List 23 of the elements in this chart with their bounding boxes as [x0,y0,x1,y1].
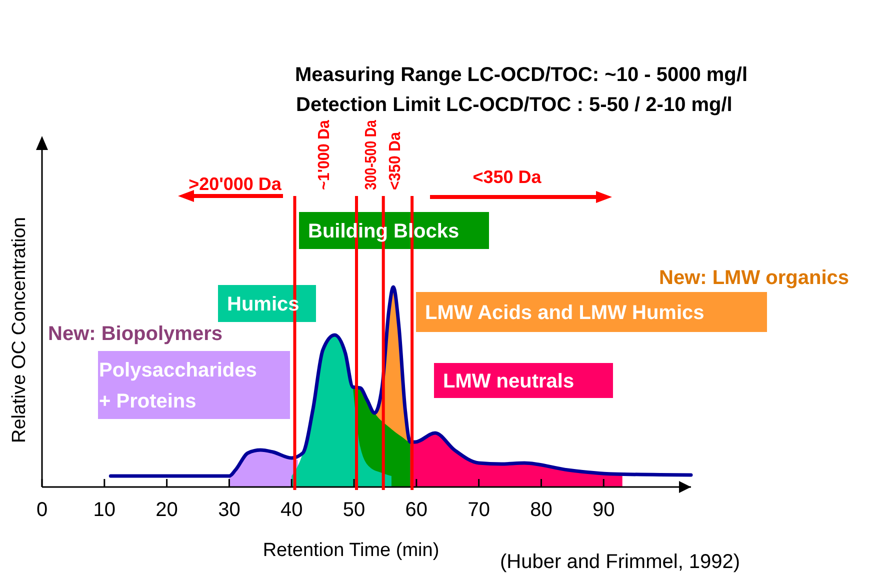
x-tick-label: 0 [36,499,48,521]
x-tick-label: 90 [592,499,615,521]
x-tick-label: 40 [280,499,303,521]
text: ~1'000 Da [316,116,333,190]
text: <350 Da [472,167,542,187]
x-tick-label: 60 [405,499,428,521]
x-tick-label: 20 [156,499,178,521]
text: >20'000 Da [188,174,282,194]
text: LMW neutrals [443,370,574,392]
annotation: New: Biopolymers [48,323,222,345]
x-tick-label: 80 [530,499,552,521]
x-tick-label: 50 [342,499,366,521]
series-label: LMW Acids and LMW Humics [425,302,704,324]
annotation: New: LMW organics [659,267,850,289]
series-label: Polysaccharides + Proteins [99,360,257,412]
y-axis-title: Relative OC Concentration [9,217,30,443]
x-tick-label: 10 [93,499,116,521]
x-tick-label: 70 [468,499,490,521]
x-axis-title: Retention Time (min) [262,540,440,561]
chart-title: Measuring Range LC-OCD/TOC: ~10 - 5000 mg/l [295,64,748,86]
x-tick-label: 30 [218,499,240,521]
text: <350 Da [387,129,404,190]
text: (Huber and Frimmel, 1992) [500,551,740,573]
